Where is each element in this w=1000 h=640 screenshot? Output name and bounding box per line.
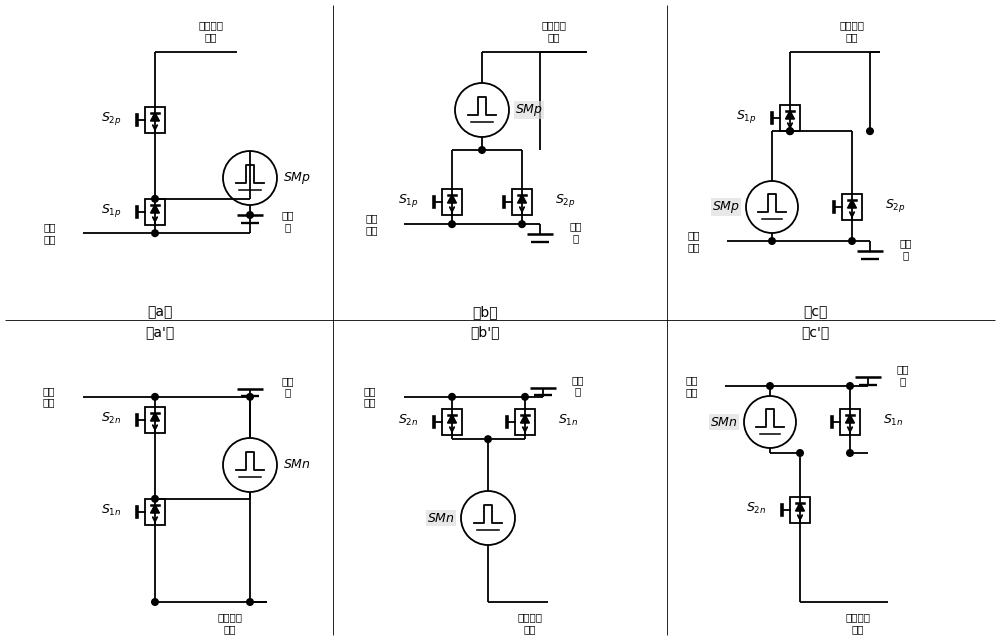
Text: $S_{1p}$: $S_{1p}$: [398, 191, 419, 209]
Circle shape: [522, 394, 528, 400]
Text: $SMn$: $SMn$: [427, 511, 455, 525]
Text: 负极直流
端子: 负极直流 端子: [846, 612, 870, 634]
Circle shape: [787, 128, 793, 134]
Text: 正极直流
端子: 正极直流 端子: [542, 20, 566, 42]
Circle shape: [152, 495, 158, 502]
Bar: [145, 107, 165, 133]
Text: $SMn$: $SMn$: [283, 458, 311, 472]
Text: $S_{2n}$: $S_{2n}$: [398, 412, 419, 428]
Polygon shape: [151, 113, 159, 121]
Text: 接地
点: 接地 点: [282, 376, 294, 397]
Text: $S_{2p}$: $S_{2p}$: [885, 196, 906, 214]
Circle shape: [152, 230, 158, 236]
Circle shape: [849, 237, 855, 244]
Text: $SMp$: $SMp$: [283, 170, 311, 186]
Circle shape: [797, 450, 803, 456]
Text: 交流
端子: 交流 端子: [688, 230, 700, 252]
Text: （b）: （b）: [472, 305, 498, 319]
Circle shape: [867, 128, 873, 134]
Circle shape: [247, 212, 253, 218]
Text: （c）: （c）: [803, 305, 827, 319]
Polygon shape: [796, 502, 804, 511]
Polygon shape: [151, 413, 159, 421]
Text: $SMn$: $SMn$: [710, 415, 738, 429]
Text: $S_{2n}$: $S_{2n}$: [746, 500, 767, 516]
Bar: [515, 409, 535, 435]
Polygon shape: [846, 415, 854, 423]
Bar: [442, 409, 462, 435]
Circle shape: [767, 383, 773, 389]
Text: 接地
点: 接地 点: [570, 221, 582, 243]
Text: $SMp$: $SMp$: [712, 199, 740, 215]
Text: （a'）: （a'）: [145, 325, 175, 339]
Polygon shape: [518, 195, 526, 203]
Circle shape: [449, 394, 455, 400]
Text: 负极直流
端子: 负极直流 端子: [218, 612, 243, 634]
Text: $SMp$: $SMp$: [515, 102, 543, 118]
Bar: [442, 189, 462, 215]
Text: （b'）: （b'）: [470, 325, 500, 339]
Text: 交流
端子: 交流 端子: [364, 386, 376, 408]
Text: $S_{2n}$: $S_{2n}$: [101, 410, 122, 426]
Circle shape: [152, 394, 158, 400]
Text: 交流
端子: 交流 端子: [44, 222, 56, 244]
Bar: [790, 497, 810, 523]
Circle shape: [479, 147, 485, 154]
Text: $S_{1p}$: $S_{1p}$: [101, 202, 122, 218]
Polygon shape: [151, 504, 159, 513]
Text: 交流
端子: 交流 端子: [43, 386, 55, 408]
Polygon shape: [151, 205, 159, 213]
Text: 交流
端子: 交流 端子: [366, 213, 378, 235]
Text: 接地
点: 接地 点: [900, 238, 912, 260]
Text: 正极直流
端子: 正极直流 端子: [199, 20, 224, 42]
Circle shape: [152, 598, 158, 605]
Bar: [145, 199, 165, 225]
Circle shape: [485, 436, 491, 442]
Text: 接地
点: 接地 点: [572, 375, 584, 397]
Text: 负极直流
端子: 负极直流 端子: [518, 612, 542, 634]
Text: $S_{2p}$: $S_{2p}$: [101, 109, 122, 127]
Bar: [145, 499, 165, 525]
Text: 正极直流
端子: 正极直流 端子: [840, 20, 864, 42]
Polygon shape: [521, 415, 529, 423]
Text: $S_{1n}$: $S_{1n}$: [101, 502, 122, 518]
Circle shape: [847, 383, 853, 389]
Circle shape: [787, 128, 793, 134]
Polygon shape: [848, 200, 856, 208]
Text: 交流
端子: 交流 端子: [686, 375, 698, 397]
Circle shape: [769, 237, 775, 244]
Polygon shape: [786, 111, 794, 119]
Bar: [842, 194, 862, 220]
Circle shape: [519, 221, 525, 227]
Text: 接地
点: 接地 点: [897, 364, 909, 386]
Text: $S_{2p}$: $S_{2p}$: [555, 191, 576, 209]
Polygon shape: [448, 415, 456, 423]
Text: $S_{1n}$: $S_{1n}$: [883, 412, 904, 428]
Bar: [780, 105, 800, 131]
Bar: [840, 409, 860, 435]
Text: （a）: （a）: [147, 305, 173, 319]
Text: （c'）: （c'）: [801, 325, 829, 339]
Text: $S_{1p}$: $S_{1p}$: [736, 108, 757, 125]
Circle shape: [152, 196, 158, 202]
Bar: [512, 189, 532, 215]
Text: $S_{1n}$: $S_{1n}$: [558, 412, 579, 428]
Bar: [145, 407, 165, 433]
Polygon shape: [448, 195, 456, 203]
Circle shape: [247, 598, 253, 605]
Text: 接地
点: 接地 点: [282, 210, 294, 232]
Circle shape: [449, 221, 455, 227]
Circle shape: [247, 394, 253, 400]
Circle shape: [847, 450, 853, 456]
